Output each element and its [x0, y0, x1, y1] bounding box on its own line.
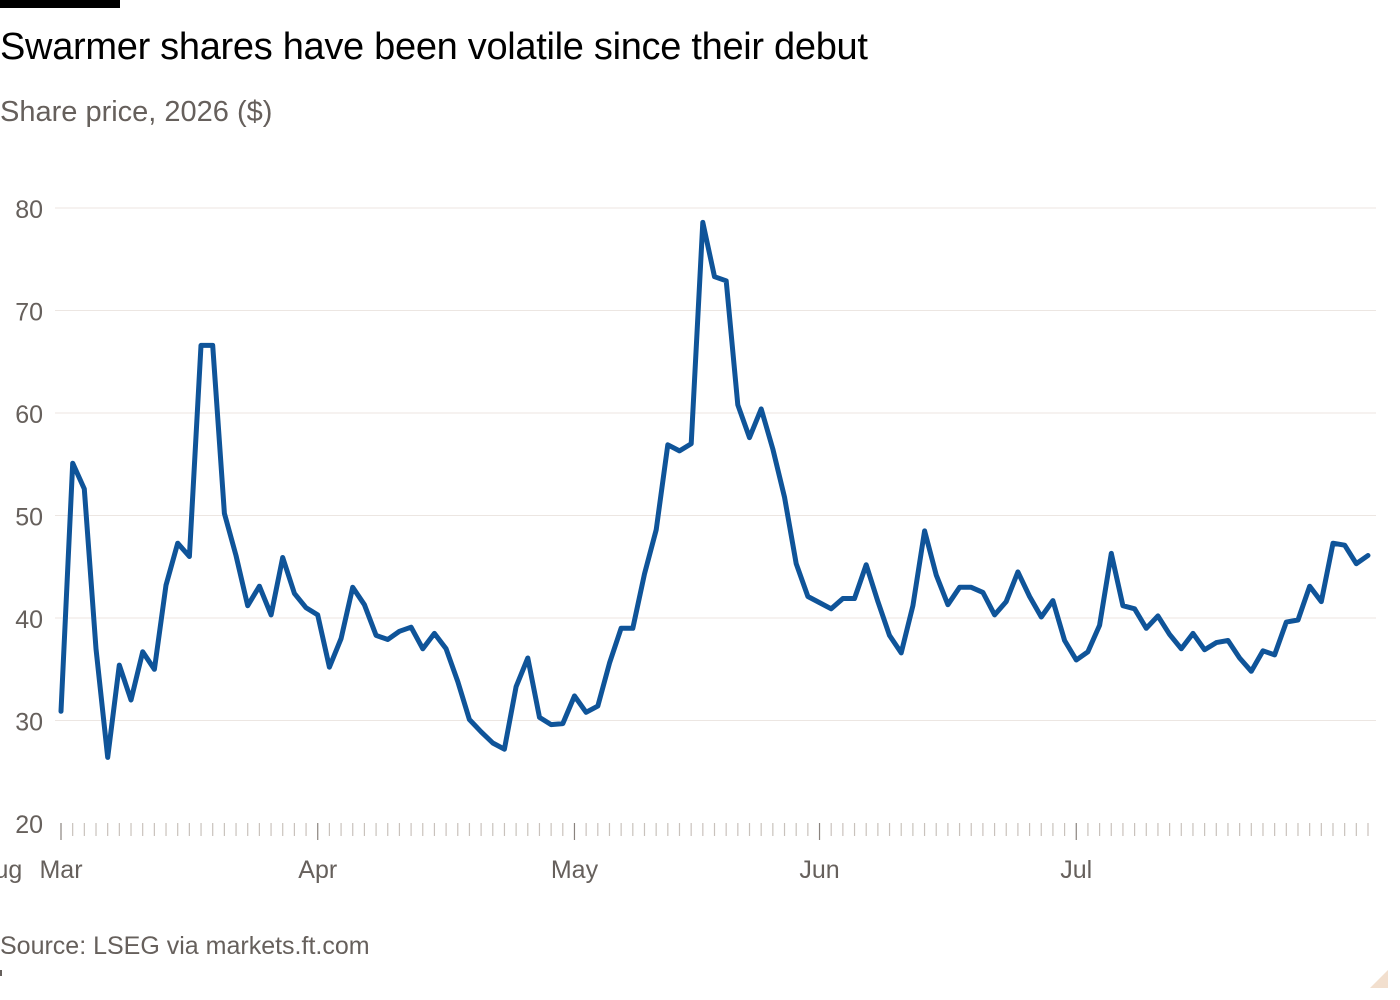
series-line: [58, 219, 1371, 760]
y-tick-label: 70: [15, 299, 43, 327]
series-group: [58, 219, 1371, 760]
brand-bar: [0, 0, 120, 8]
x-tick-label-jun: Jun: [799, 856, 839, 884]
y-tick-label: 30: [15, 709, 43, 737]
chart-subtitle: Share price, 2026 ($): [0, 96, 273, 128]
y-tick-label: 50: [15, 504, 43, 532]
chart-title: Swarmer shares have been volatile since …: [0, 26, 868, 68]
y-tick-label: 40: [15, 606, 43, 634]
source-tick: [0, 970, 2, 976]
x-tick-label-jul: Jul: [1060, 856, 1092, 884]
line-chart: 20 30 40 50 60 70 80 Mar Apr May Jun Jul Aug: [0, 196, 1376, 884]
y-tick-label: 60: [15, 401, 43, 429]
x-tick-label-apr: Apr: [298, 856, 337, 884]
x-tick-label-may: May: [551, 856, 599, 884]
gridlines: [55, 207, 1376, 721]
corner-mark: [1370, 970, 1388, 988]
source-note: Source: LSEG via markets.ft.com: [0, 932, 370, 960]
y-tick-label: 80: [15, 196, 43, 224]
x-tick-label-mar: Mar: [39, 856, 82, 884]
y-tick-label: 20: [15, 811, 43, 839]
x-axis-ticks: [60, 823, 1369, 840]
y-axis-labels: 20 30 40 50 60 70 80: [15, 196, 43, 839]
x-axis-labels: Mar Apr May Jun Jul Aug: [0, 856, 1092, 884]
x-tick-label-aug: Aug: [0, 856, 22, 884]
